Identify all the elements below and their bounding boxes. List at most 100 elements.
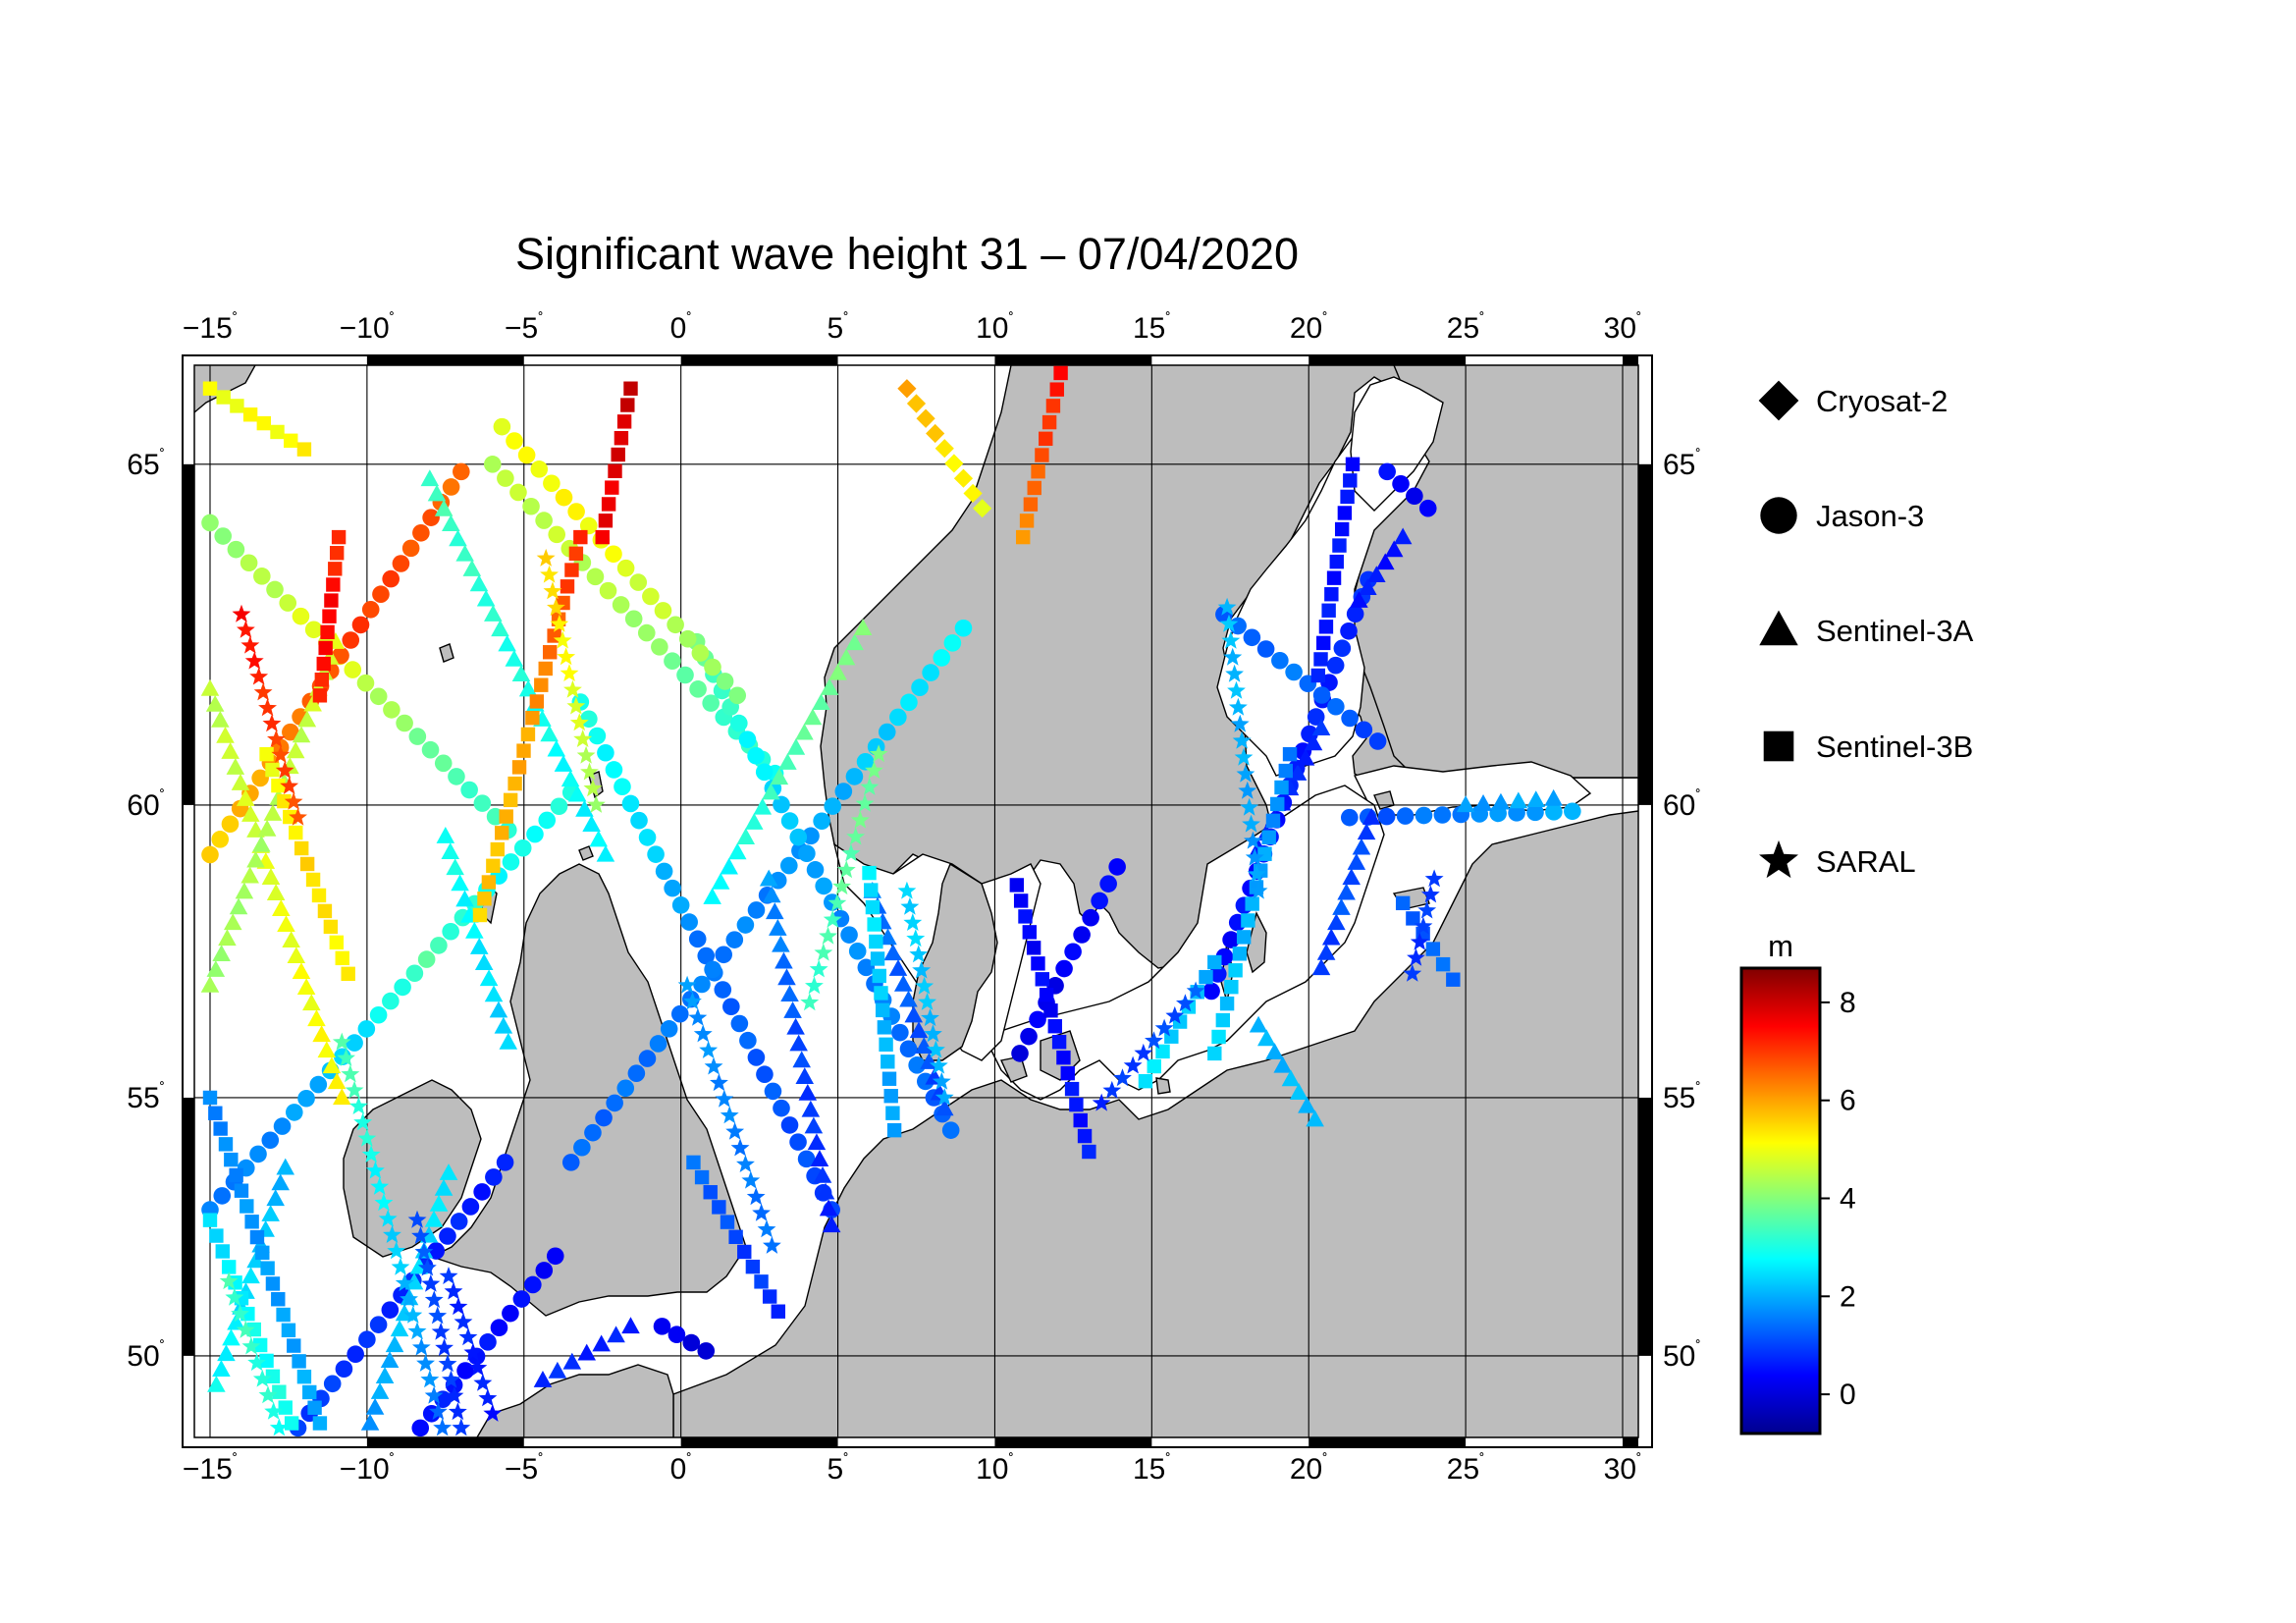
- data-point: [1064, 1081, 1080, 1097]
- data-point: [333, 1088, 351, 1106]
- series-sentinel-3a: [200, 469, 1563, 1431]
- data-point: [317, 1041, 337, 1058]
- data-point: [507, 776, 522, 791]
- data-point: [266, 1189, 285, 1207]
- data-point: [586, 568, 605, 586]
- colorbar-gradient: [1739, 966, 1822, 1435]
- data-point: [540, 565, 559, 583]
- data-point: [1154, 1018, 1174, 1037]
- data-point: [755, 763, 774, 782]
- data-point: [1186, 981, 1205, 1000]
- data-point: [244, 1215, 259, 1229]
- data-point: [216, 390, 231, 405]
- data-point: [356, 674, 375, 692]
- data-point: [240, 1199, 254, 1214]
- data-point: [542, 645, 558, 660]
- legend-label: Jason-3: [1816, 499, 1924, 533]
- data-point: [720, 857, 738, 875]
- data-point: [385, 1335, 404, 1353]
- data-point: [881, 1071, 897, 1086]
- data-point: [1232, 947, 1248, 961]
- data-point: [292, 726, 311, 743]
- data-point: [1047, 1019, 1062, 1034]
- data-point: [275, 761, 294, 779]
- data-point: [331, 529, 347, 545]
- data-point: [217, 1344, 236, 1362]
- data-point: [1041, 414, 1057, 430]
- data-point: [638, 1050, 657, 1067]
- lon-tick-label-bottom: 5˚: [828, 1452, 849, 1486]
- data-point: [953, 468, 974, 488]
- data-point: [271, 1292, 286, 1307]
- legend-item-sentinel-3a: Sentinel-3A: [1759, 610, 1974, 648]
- data-point: [883, 1089, 898, 1104]
- data-point: [251, 769, 269, 787]
- data-point: [289, 807, 307, 826]
- data-point: [922, 664, 939, 681]
- data-point: [221, 742, 240, 759]
- data-point: [297, 1089, 315, 1108]
- data-point: [1274, 780, 1289, 795]
- data-point: [312, 1025, 331, 1043]
- data-point: [850, 810, 870, 829]
- data-point: [513, 839, 532, 857]
- data-point: [209, 1228, 224, 1243]
- data-point: [345, 1080, 364, 1099]
- data-point: [465, 921, 484, 939]
- data-point: [1039, 431, 1053, 446]
- data-point: [747, 901, 766, 919]
- data-point: [252, 1337, 268, 1353]
- data-point: [535, 512, 553, 529]
- data-point: [1244, 831, 1262, 849]
- data-point: [856, 752, 875, 771]
- data-point: [797, 1150, 816, 1168]
- data-point: [473, 794, 492, 812]
- data-point: [316, 656, 331, 672]
- data-point: [573, 730, 593, 747]
- data-point: [677, 975, 697, 994]
- data-point: [327, 1072, 347, 1090]
- data-point: [553, 630, 572, 649]
- data-point: [370, 1176, 390, 1195]
- data-point: [329, 546, 345, 561]
- data-point: [557, 647, 576, 666]
- data-point: [577, 1343, 597, 1361]
- data-point: [378, 1209, 398, 1227]
- data-point: [219, 1271, 239, 1290]
- data-point: [580, 710, 598, 729]
- lon-tick-label-bottom: 20˚: [1290, 1452, 1328, 1486]
- data-point: [206, 960, 226, 977]
- data-point: [885, 1106, 900, 1120]
- data-point: [1219, 614, 1239, 632]
- data-point: [1410, 932, 1429, 950]
- data-point: [1091, 892, 1108, 910]
- frame-bar-bottom: [994, 1437, 1152, 1447]
- data-point: [272, 899, 291, 916]
- data-point: [445, 1385, 464, 1404]
- legend-item-sentinel-3b: Sentinel-3B: [1763, 730, 1973, 764]
- data-point: [221, 815, 240, 834]
- data-point: [1082, 1144, 1096, 1160]
- data-point: [1278, 763, 1293, 779]
- frame-bar-left: [183, 1097, 194, 1356]
- data-point: [924, 1024, 942, 1043]
- data-point: [664, 879, 681, 897]
- data-point: [1337, 883, 1356, 900]
- data-point: [473, 1373, 493, 1391]
- data-point: [326, 577, 341, 592]
- data-point: [1249, 1015, 1268, 1033]
- data-point: [424, 1385, 444, 1404]
- data-point: [550, 797, 568, 816]
- data-point: [647, 845, 665, 863]
- data-point: [1270, 796, 1285, 812]
- data-point: [215, 1244, 230, 1259]
- data-point: [1261, 830, 1276, 844]
- data-point: [476, 589, 496, 607]
- data-point: [285, 1104, 303, 1121]
- data-point: [744, 813, 764, 830]
- data-point: [424, 1210, 444, 1227]
- data-point: [720, 1106, 739, 1124]
- data-point: [1341, 808, 1359, 827]
- data-point: [1099, 875, 1117, 893]
- data-point: [566, 696, 586, 715]
